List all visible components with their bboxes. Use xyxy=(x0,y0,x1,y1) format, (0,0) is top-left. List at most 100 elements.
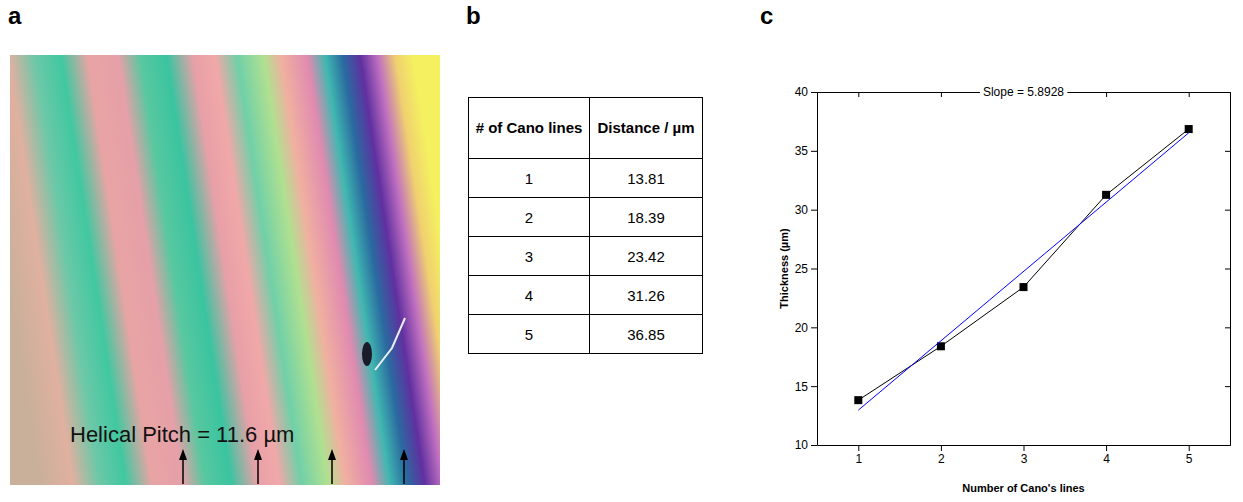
table-cell: 4 xyxy=(469,276,590,315)
arrow-shaft xyxy=(331,458,333,484)
tick-mark xyxy=(941,92,942,97)
tick: 30 xyxy=(795,203,817,217)
table-cell: 36.85 xyxy=(590,315,703,354)
image-annotation: Helical Pitch = 11.6 µm xyxy=(70,422,294,447)
tick-label: 15 xyxy=(795,380,809,394)
column-header: # of Cano lines xyxy=(469,98,590,159)
tick-mark xyxy=(1225,151,1230,152)
title-background xyxy=(980,84,1067,100)
header-row: # of Cano linesDistance / µm xyxy=(469,98,703,159)
table-cell: 3 xyxy=(469,237,590,276)
axis-line xyxy=(1225,93,1231,446)
table-cell: 5 xyxy=(469,315,590,354)
tick-mark xyxy=(1189,92,1190,97)
panel-label: b xyxy=(466,2,481,29)
tick-mark xyxy=(1225,327,1230,328)
tick-mark xyxy=(858,445,859,451)
table-cell: 1 xyxy=(469,159,590,198)
tick: 4 xyxy=(1103,445,1110,466)
tick-mark xyxy=(811,92,817,93)
tick-label: 40 xyxy=(795,85,809,99)
tick-mark xyxy=(1024,445,1025,451)
arrow-head xyxy=(400,449,408,460)
image-area xyxy=(10,55,440,485)
tick: 15 xyxy=(795,380,817,394)
tick-mark xyxy=(1225,445,1230,446)
tick: 40 xyxy=(795,85,817,99)
plot-marks xyxy=(854,125,1192,410)
tick-label: 25 xyxy=(795,262,809,276)
tick-mark xyxy=(1189,445,1190,451)
tick-label: 3 xyxy=(1021,452,1028,466)
y-axis-right xyxy=(1225,93,1231,446)
scratch xyxy=(375,318,405,370)
panel-label: c xyxy=(760,2,773,29)
y-axis: 10 15 20 25 30 35 40 xyxy=(795,85,818,452)
tick-mark xyxy=(811,210,817,211)
tick-label: 35 xyxy=(795,144,809,158)
data-point xyxy=(1102,191,1110,199)
tick xyxy=(1225,92,1230,93)
tick-label: 20 xyxy=(795,321,809,335)
data-table: # of Cano linesDistance / µm113.81218.39… xyxy=(468,97,703,354)
data-point xyxy=(1185,125,1193,133)
table-cell: 13.81 xyxy=(590,159,703,198)
axis-line xyxy=(817,93,818,446)
arrow-head xyxy=(328,449,336,460)
arrow-head xyxy=(254,449,262,460)
tick-label: 30 xyxy=(795,203,809,217)
tick: 1 xyxy=(855,445,862,466)
tick-mark xyxy=(811,151,817,152)
x-axis-title: Number of Cano's lines xyxy=(962,482,1084,494)
table-row: 218.39 xyxy=(469,198,703,237)
tick xyxy=(1225,445,1230,446)
tick xyxy=(1225,269,1230,270)
series-line xyxy=(858,129,1188,400)
table-cell: 2 xyxy=(469,198,590,237)
tick-label: 1 xyxy=(855,452,862,466)
tick-mark xyxy=(1106,445,1107,451)
tick: 25 xyxy=(795,262,817,276)
tick xyxy=(1225,210,1230,211)
data-point xyxy=(1020,283,1028,291)
tick-mark xyxy=(811,327,817,328)
y-axis-title: Thickness (µm) xyxy=(778,228,790,309)
data-point xyxy=(854,396,862,404)
tick-mark xyxy=(1106,92,1107,97)
tick xyxy=(858,92,859,97)
arrow-shaft xyxy=(257,458,259,484)
x-axis: 1 2 3 4 5 xyxy=(818,445,1231,466)
arrow-head xyxy=(179,449,187,460)
tick xyxy=(1106,92,1107,97)
tick: 3 xyxy=(1021,445,1028,466)
table-row: 323.42 xyxy=(469,237,703,276)
micrograph: Helical Pitch = 11.6 µm xyxy=(10,55,440,485)
tick-mark xyxy=(811,445,817,446)
table-cell: 31.26 xyxy=(590,276,703,315)
tick: 10 xyxy=(795,438,817,452)
tick: 2 xyxy=(938,445,945,466)
tick xyxy=(1189,92,1190,97)
tick: 20 xyxy=(795,321,817,335)
tick-mark xyxy=(858,92,859,97)
table-row: 536.85 xyxy=(469,315,703,354)
tick-mark xyxy=(811,386,817,387)
tick xyxy=(941,92,942,97)
series-line xyxy=(858,133,1188,410)
tick-mark xyxy=(811,269,817,270)
tick-mark xyxy=(1225,92,1230,93)
tick xyxy=(1225,386,1230,387)
tick: 35 xyxy=(795,144,817,158)
column-header: Distance / µm xyxy=(590,98,703,159)
tick-label: 5 xyxy=(1186,452,1193,466)
tick: 5 xyxy=(1186,445,1193,466)
tick-label: 2 xyxy=(938,452,945,466)
arrow-shaft xyxy=(182,458,184,484)
tick xyxy=(1225,327,1230,328)
table-row: 431.26 xyxy=(469,276,703,315)
panel-label: a xyxy=(8,2,22,29)
tick-label: 10 xyxy=(795,438,809,452)
table-row: 113.81 xyxy=(469,159,703,198)
tick-mark xyxy=(1225,210,1230,211)
tick-label: 4 xyxy=(1103,452,1110,466)
